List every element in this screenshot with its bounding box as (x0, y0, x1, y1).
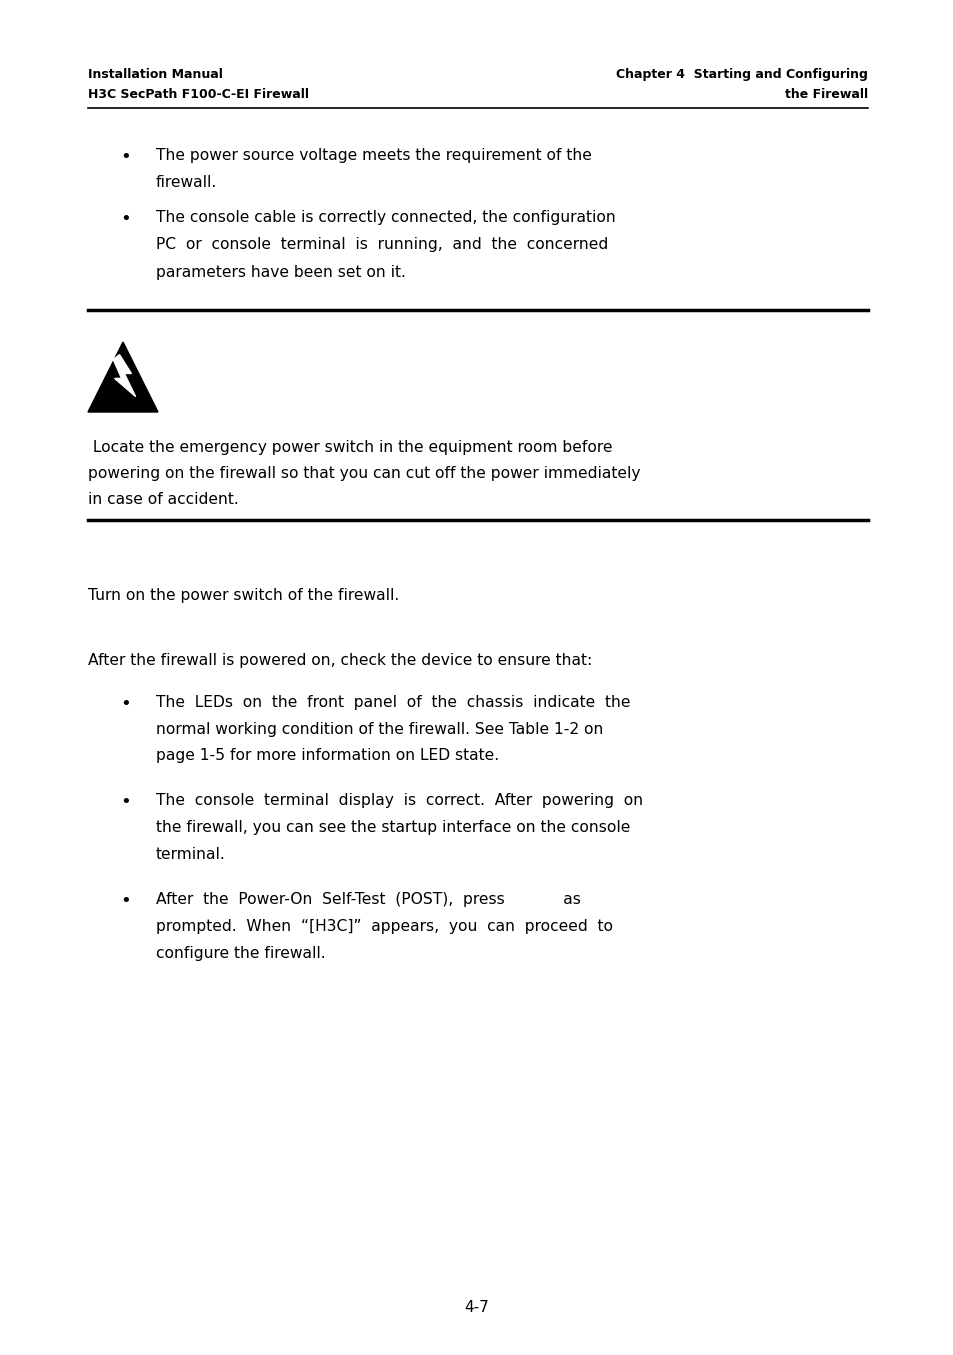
Text: •: • (120, 793, 132, 812)
Text: powering on the firewall so that you can cut off the power immediately: powering on the firewall so that you can… (88, 466, 639, 481)
Text: Installation Manual: Installation Manual (88, 68, 223, 81)
Text: •: • (120, 892, 132, 911)
Text: •: • (120, 210, 132, 228)
Text: the firewall, you can see the startup interface on the console: the firewall, you can see the startup in… (156, 820, 630, 835)
Text: in case of accident.: in case of accident. (88, 492, 238, 507)
Text: 4-7: 4-7 (464, 1299, 489, 1314)
Text: the Firewall: the Firewall (784, 88, 867, 102)
Text: •: • (120, 695, 132, 713)
Text: The console cable is correctly connected, the configuration: The console cable is correctly connected… (156, 210, 615, 225)
Text: The power source voltage meets the requirement of the: The power source voltage meets the requi… (156, 148, 591, 163)
Text: After  the  Power-On  Self-Test  (POST),  press            as: After the Power-On Self-Test (POST), pre… (156, 892, 580, 906)
Text: Chapter 4  Starting and Configuring: Chapter 4 Starting and Configuring (616, 68, 867, 81)
Text: Turn on the power switch of the firewall.: Turn on the power switch of the firewall… (88, 588, 399, 603)
Text: The  LEDs  on  the  front  panel  of  the  chassis  indicate  the: The LEDs on the front panel of the chass… (156, 695, 630, 710)
Text: configure the firewall.: configure the firewall. (156, 946, 325, 961)
Text: page 1-5 for more information on LED state.: page 1-5 for more information on LED sta… (156, 748, 498, 763)
Text: PC  or  console  terminal  is  running,  and  the  concerned: PC or console terminal is running, and t… (156, 237, 608, 252)
Text: parameters have been set on it.: parameters have been set on it. (156, 266, 405, 280)
Polygon shape (113, 355, 135, 397)
Text: Locate the emergency power switch in the equipment room before: Locate the emergency power switch in the… (88, 440, 612, 455)
Text: terminal.: terminal. (156, 847, 226, 862)
Text: After the firewall is powered on, check the device to ensure that:: After the firewall is powered on, check … (88, 653, 592, 668)
Text: normal working condition of the firewall. See Table 1-2 on: normal working condition of the firewall… (156, 722, 602, 737)
Text: prompted.  When  “[H3C]”  appears,  you  can  proceed  to: prompted. When “[H3C]” appears, you can … (156, 919, 613, 934)
Polygon shape (88, 341, 158, 412)
Text: •: • (120, 148, 132, 167)
Text: firewall.: firewall. (156, 175, 217, 190)
Text: H3C SecPath F100-C-EI Firewall: H3C SecPath F100-C-EI Firewall (88, 88, 309, 102)
Text: The  console  terminal  display  is  correct.  After  powering  on: The console terminal display is correct.… (156, 793, 642, 808)
